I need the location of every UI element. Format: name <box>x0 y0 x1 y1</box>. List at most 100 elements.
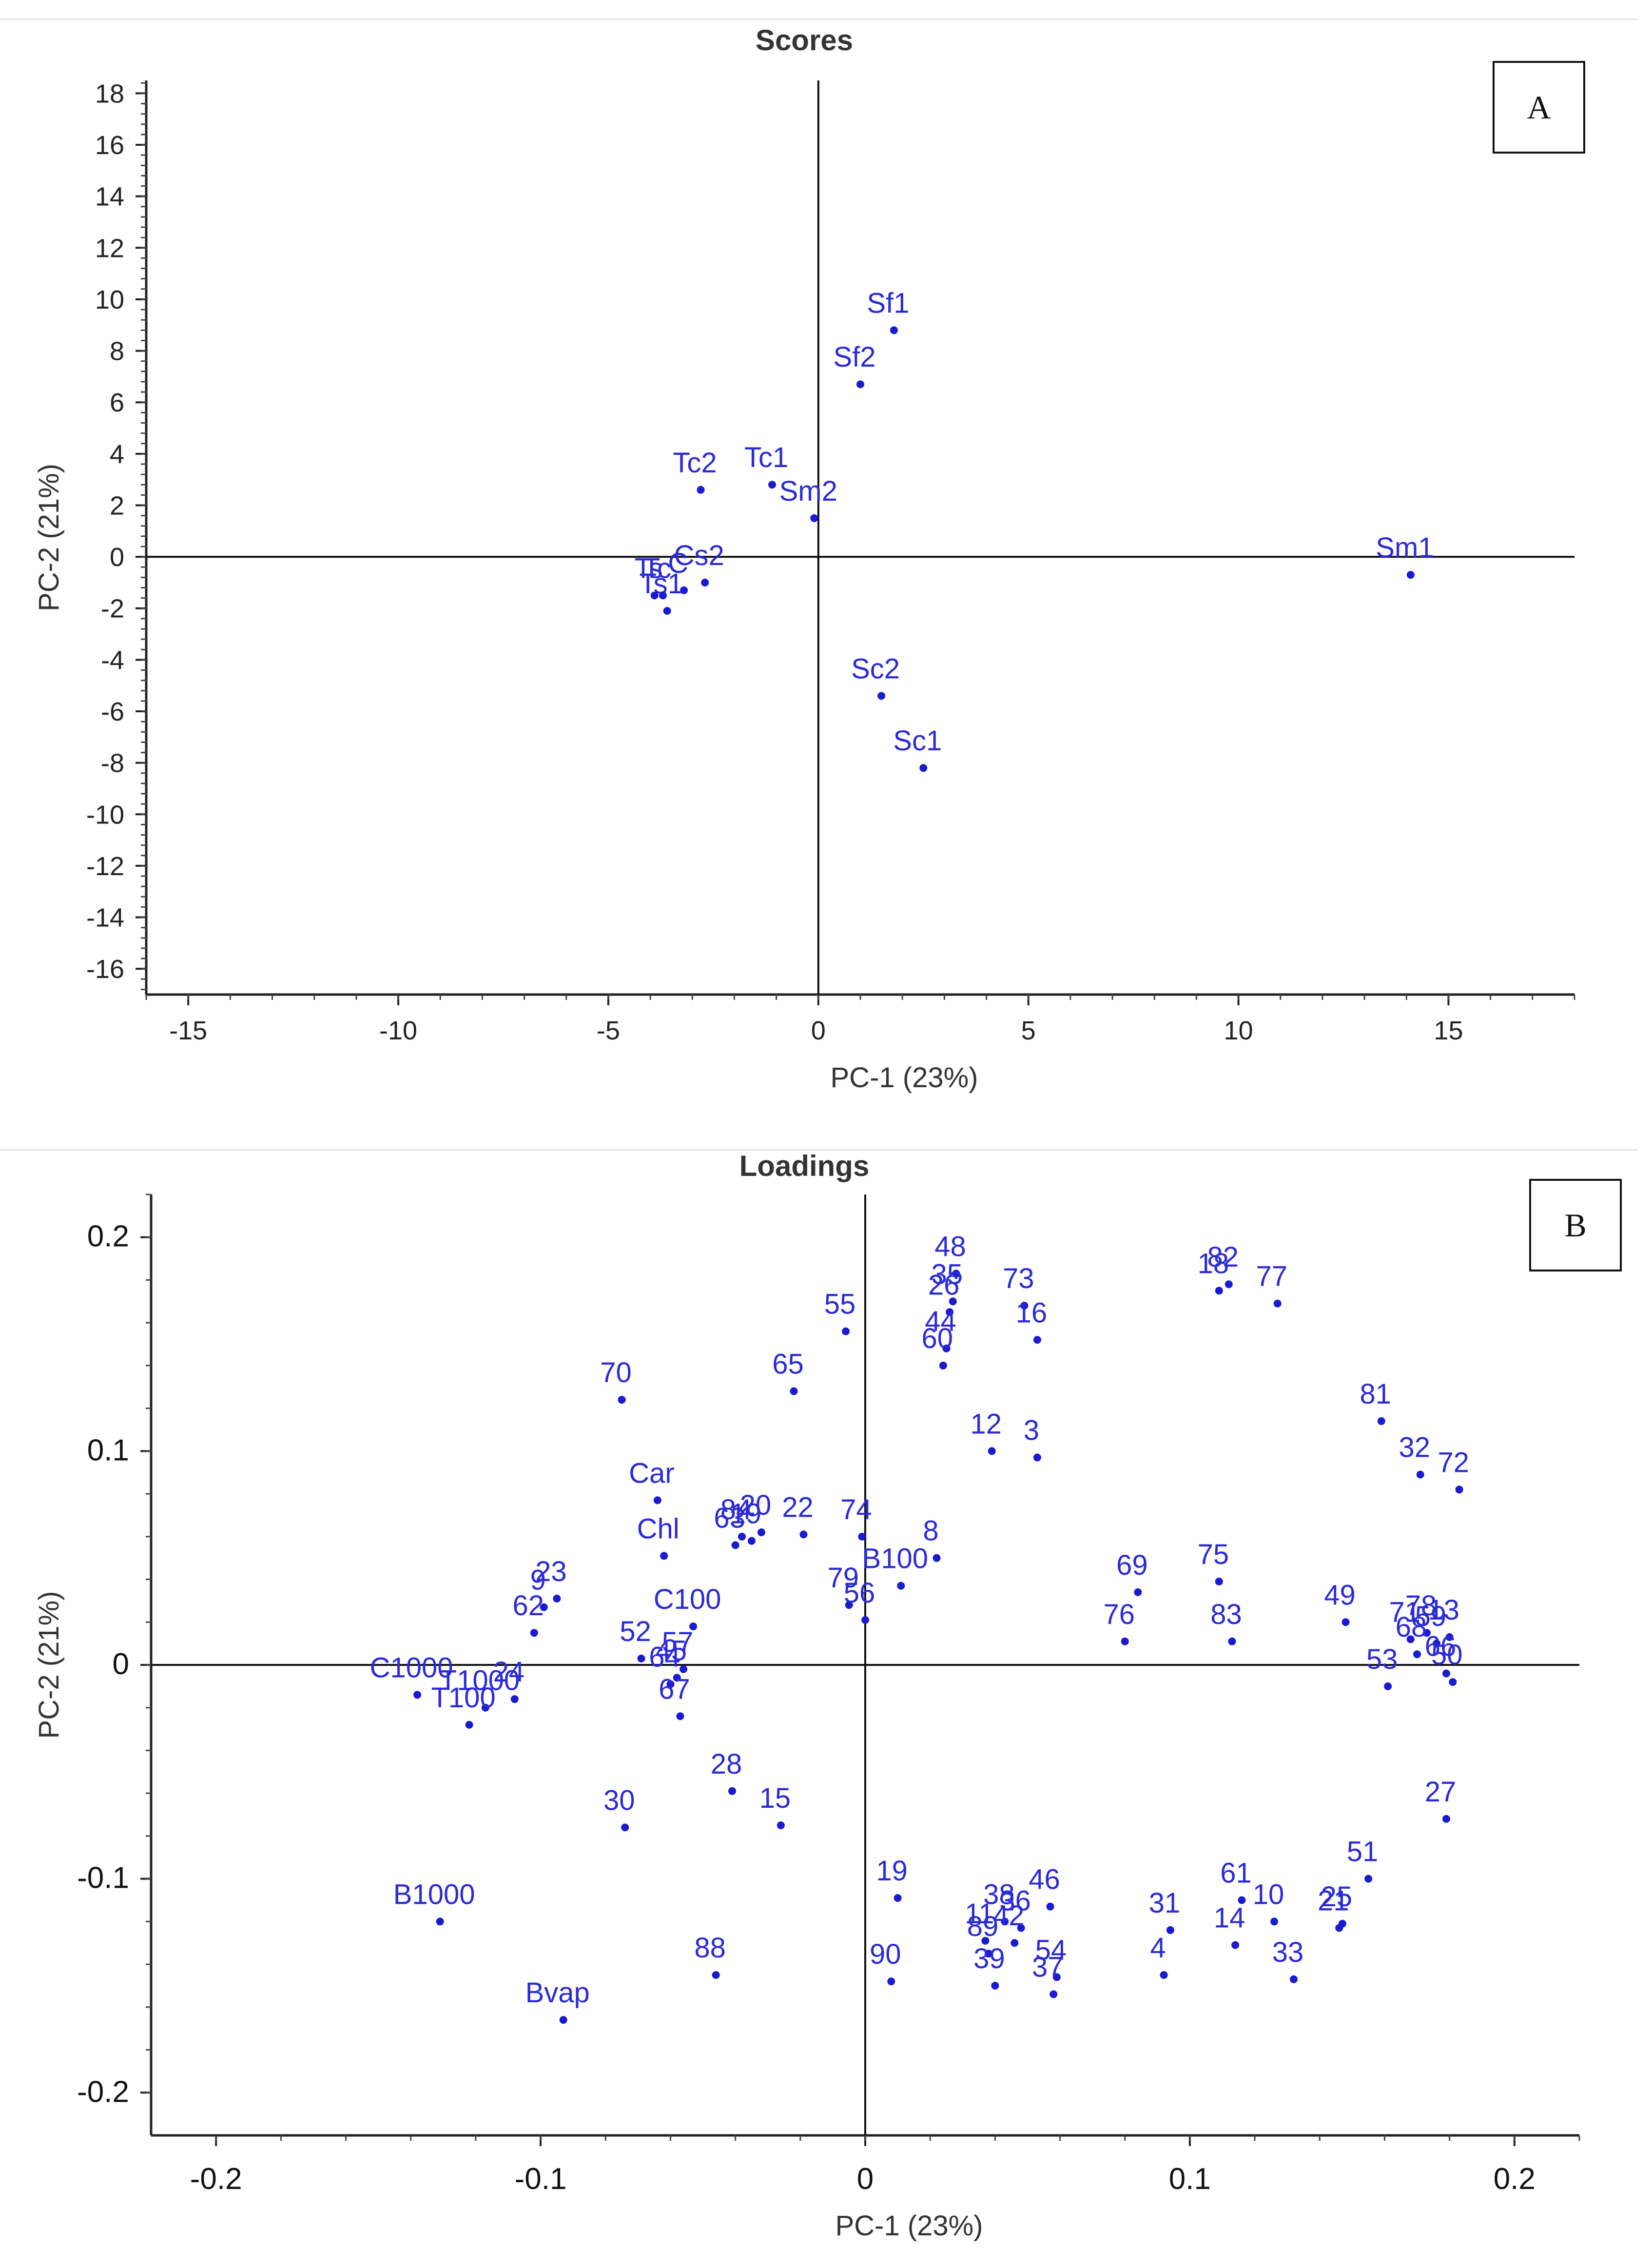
data-point <box>1377 1417 1385 1425</box>
data-point <box>653 1496 661 1505</box>
y-tick-label: -12 <box>86 852 124 881</box>
data-point-label: 30 <box>603 1784 635 1816</box>
panel-letter-box: A <box>1493 61 1585 154</box>
y-tick-label: -2 <box>101 594 124 624</box>
data-point-label: 63 <box>714 1502 745 1534</box>
scores-panel: Scores A -15 -10 -5 0 5 10 15 18 16 14 12 10 8 6 4 2 0 -2… <box>0 0 1652 1121</box>
data-point <box>1052 1973 1061 1981</box>
data-point-label: 77 <box>1256 1261 1287 1292</box>
x-tick-label: 15 <box>1434 1016 1463 1045</box>
y-tick-label: 18 <box>95 79 124 108</box>
data-point-label: 44 <box>925 1306 956 1337</box>
data-point <box>1215 1577 1223 1585</box>
data-point-label: Cs2 <box>674 540 724 571</box>
data-point <box>890 326 898 334</box>
data-point <box>559 2016 567 2024</box>
x-tick-label: -5 <box>597 1016 620 1045</box>
y-tick-label: 14 <box>95 182 124 212</box>
data-point <box>1011 1939 1019 1947</box>
data-point <box>436 1917 444 1926</box>
data-point <box>1270 1917 1279 1926</box>
data-point <box>1166 1926 1174 1934</box>
data-point <box>1449 1678 1457 1686</box>
y-tick-label: 0 <box>113 1647 129 1681</box>
data-point <box>731 1541 739 1549</box>
x-tick-label: 5 <box>1021 1016 1036 1045</box>
data-point-label: 90 <box>870 1938 901 1970</box>
data-point-label: Ts <box>635 552 663 584</box>
data-point <box>1273 1299 1282 1308</box>
data-point-label: 39 <box>973 1943 1005 1974</box>
data-point-label: C1000 <box>370 1652 453 1683</box>
data-point <box>1224 1280 1233 1289</box>
data-point-label: 48 <box>934 1231 966 1262</box>
data-point <box>1406 571 1415 579</box>
data-point <box>1231 1941 1240 1949</box>
data-point-label: B1000 <box>393 1878 475 1910</box>
data-point <box>413 1691 422 1699</box>
data-point-label: 33 <box>1272 1936 1304 1968</box>
y-tick-label: 2 <box>110 491 124 520</box>
data-point-label: T1000 <box>440 1665 520 1697</box>
data-point-label: 75 <box>1198 1539 1229 1570</box>
data-point <box>465 1720 473 1729</box>
y-tick-label: 16 <box>95 131 124 160</box>
data-point <box>894 1894 902 1902</box>
data-point <box>1455 1486 1463 1494</box>
y-tick-label: 8 <box>110 337 124 366</box>
data-point-label: 19 <box>876 1855 908 1887</box>
data-point <box>810 514 818 522</box>
data-point <box>861 1616 869 1624</box>
data-point <box>510 1695 519 1703</box>
x-tick-label: 0 <box>857 2162 874 2196</box>
data-point-label: Sc1 <box>893 725 942 757</box>
chart-title: Loadings <box>739 1150 870 1182</box>
data-point <box>1413 1650 1421 1659</box>
data-point-label: 13 <box>1428 1594 1459 1626</box>
data-point <box>991 1981 999 1990</box>
y-tick-label: -0.2 <box>77 2075 129 2109</box>
data-point <box>949 1297 957 1306</box>
data-point-label: 35 <box>932 1258 963 1290</box>
y-tick-label: -10 <box>86 800 124 829</box>
data-point-label: 78 <box>1405 1590 1437 1622</box>
data-point-label: 61 <box>1220 1857 1252 1889</box>
data-point <box>1160 1971 1168 1979</box>
data-point-label: 70 <box>600 1357 632 1388</box>
data-point-label: 81 <box>1360 1378 1392 1410</box>
data-point <box>1215 1287 1223 1295</box>
data-point <box>1050 1990 1058 1998</box>
data-point-label: 24 <box>493 1656 525 1688</box>
data-point-label: 28 <box>711 1748 742 1780</box>
data-point <box>673 1674 681 1682</box>
data-point <box>799 1530 808 1539</box>
data-point-label: 88 <box>694 1932 726 1964</box>
data-point <box>1335 1924 1343 1932</box>
data-point <box>1384 1682 1392 1690</box>
data-point-label: 82 <box>1207 1241 1239 1273</box>
data-point <box>887 1977 895 1986</box>
data-point <box>1121 1637 1129 1645</box>
data-point-label: B100 <box>862 1543 928 1575</box>
y-tick-label: 0 <box>110 543 124 572</box>
x-axis-label: PC-1 (23%) <box>836 2210 983 2242</box>
data-point-label: 4 <box>1150 1932 1166 1964</box>
data-point <box>1423 1629 1431 1637</box>
data-point <box>1134 1588 1142 1596</box>
loadings-chart: -0.2 -0.1 0 0.1 0.2 0.2 0.1 0 -0.1 -0.2 PC-1 (23%)… <box>33 1193 1580 2242</box>
data-point-label: Chl <box>637 1513 680 1544</box>
scores-chart: -15 -10 -5 0 5 10 15 18 16 14 12 10 8 6 4 2 0 -2 -4 -6 -8 -10… <box>33 79 1575 1094</box>
data-point <box>981 1936 990 1945</box>
y-tick-label: -16 <box>86 955 124 984</box>
data-point <box>697 486 705 494</box>
data-point-label: 52 <box>620 1616 651 1647</box>
x-tick-label: -0.1 <box>515 2162 567 2196</box>
x-tick-label: 0 <box>811 1016 826 1045</box>
data-point-label: 8 <box>923 1515 938 1547</box>
data-point <box>1017 1924 1025 1932</box>
data-point-label: 73 <box>1003 1263 1034 1294</box>
data-point-label: 72 <box>1438 1447 1469 1478</box>
data-point-label: Sc2 <box>851 653 900 684</box>
data-point-label: 76 <box>1103 1599 1135 1630</box>
data-point-label: 50 <box>1431 1639 1463 1671</box>
